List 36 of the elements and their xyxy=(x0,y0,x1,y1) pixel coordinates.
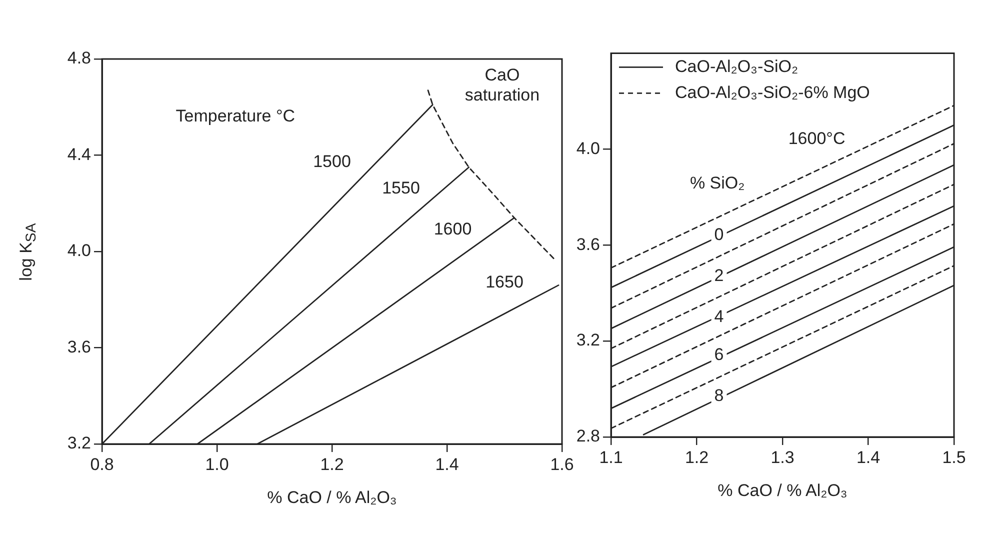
y-tick-label: 3.6 xyxy=(67,337,91,356)
annotation: CaO saturation xyxy=(464,66,540,105)
annotation: 1600 xyxy=(434,220,472,239)
x-axis-title: % CaO / % Al₂O₃ xyxy=(718,481,848,501)
annotation: 1650 xyxy=(486,272,524,292)
annotation: 1600°C xyxy=(788,129,846,148)
y-tick-label: 3.6 xyxy=(576,234,600,254)
x-tick-label: 1.4 xyxy=(856,448,880,467)
annotation: 0 xyxy=(714,225,724,244)
legend-label: CaO-Al₂O₃-SiO₂ xyxy=(675,56,798,76)
y-tick-label: 3.2 xyxy=(67,434,91,453)
x-tick-label: 1.1 xyxy=(599,448,623,467)
y-tick-label: 4.8 xyxy=(67,48,91,68)
annotation: Temperature °C xyxy=(176,106,296,126)
x-tick-label: 1.2 xyxy=(684,448,709,467)
y-tick-label: 4.4 xyxy=(67,144,91,164)
x-tick-label: 1.3 xyxy=(770,448,794,467)
x-axis-title: % CaO / % Al₂O₃ xyxy=(267,488,397,508)
x-tick-label: 1.5 xyxy=(942,448,966,467)
annotation: 8 xyxy=(714,386,724,405)
y-tick-label: 3.2 xyxy=(576,330,600,350)
y-tick-label: 4.0 xyxy=(576,138,600,158)
x-tick-label: 1.6 xyxy=(550,454,574,474)
annotation: 1550 xyxy=(382,178,420,198)
x-tick-label: 1.4 xyxy=(435,454,459,474)
x-tick-label: 0.8 xyxy=(90,454,114,474)
x-tick-label: 1.0 xyxy=(205,454,229,474)
annotation: 6 xyxy=(714,345,724,364)
annotation: % SiO₂ xyxy=(690,173,745,192)
y-tick-label: 2.8 xyxy=(576,426,600,446)
annotation: 4 xyxy=(714,306,724,326)
y-tick-label: 4.0 xyxy=(67,241,91,260)
legend-label: CaO-Al₂O₃-SiO₂-6% MgO xyxy=(675,82,870,102)
annotation: 1500 xyxy=(313,152,351,172)
x-tick-label: 1.2 xyxy=(320,454,344,474)
annotation: 2 xyxy=(714,266,724,285)
